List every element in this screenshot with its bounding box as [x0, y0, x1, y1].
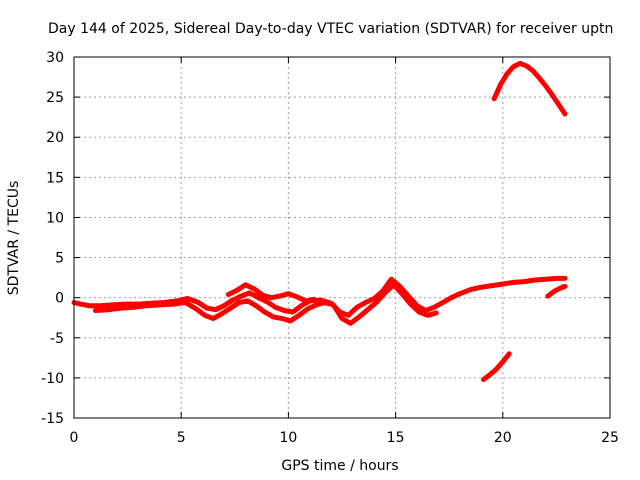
y-tick-label: 30: [46, 50, 64, 66]
series-track-d: [491, 60, 568, 117]
series-track-e: [481, 351, 512, 382]
y-axis-title: SDTVAR / TECUs: [6, 181, 22, 296]
x-tick-label: 25: [601, 430, 619, 446]
axis-ticks: [73, 56, 611, 419]
tick-labels: 0 5 10 15 20 25 -15 -10 -5 0 5 10 15 20 25 30: [41, 50, 619, 446]
series-layer: [71, 60, 568, 382]
x-tick-label: 5: [177, 430, 186, 446]
y-tick-label: 0: [55, 291, 64, 307]
y-tick-label: -5: [50, 331, 64, 347]
y-tick-label: -10: [41, 371, 64, 387]
series-track-a: [71, 275, 568, 318]
y-tick-label: 25: [46, 90, 64, 106]
plot-frame: [73, 56, 611, 419]
x-tick-label: 10: [279, 430, 297, 446]
x-tick-label: 15: [387, 430, 405, 446]
chart-title: Day 144 of 2025, Sidereal Day-to-day VTE…: [48, 21, 613, 37]
y-tick-label: 15: [46, 170, 64, 186]
series-track-b: [92, 282, 439, 326]
series-track-f: [545, 283, 568, 299]
y-tick-label: 5: [55, 251, 64, 267]
series-track-c: [225, 282, 317, 304]
y-tick-label: 20: [46, 130, 64, 146]
x-axis-title: GPS time / hours: [281, 458, 398, 474]
x-tick-label: 0: [70, 430, 79, 446]
y-tick-label: 10: [46, 210, 64, 226]
x-tick-label: 20: [494, 430, 512, 446]
y-tick-label: -15: [41, 411, 64, 427]
grid-lines: [74, 57, 610, 418]
